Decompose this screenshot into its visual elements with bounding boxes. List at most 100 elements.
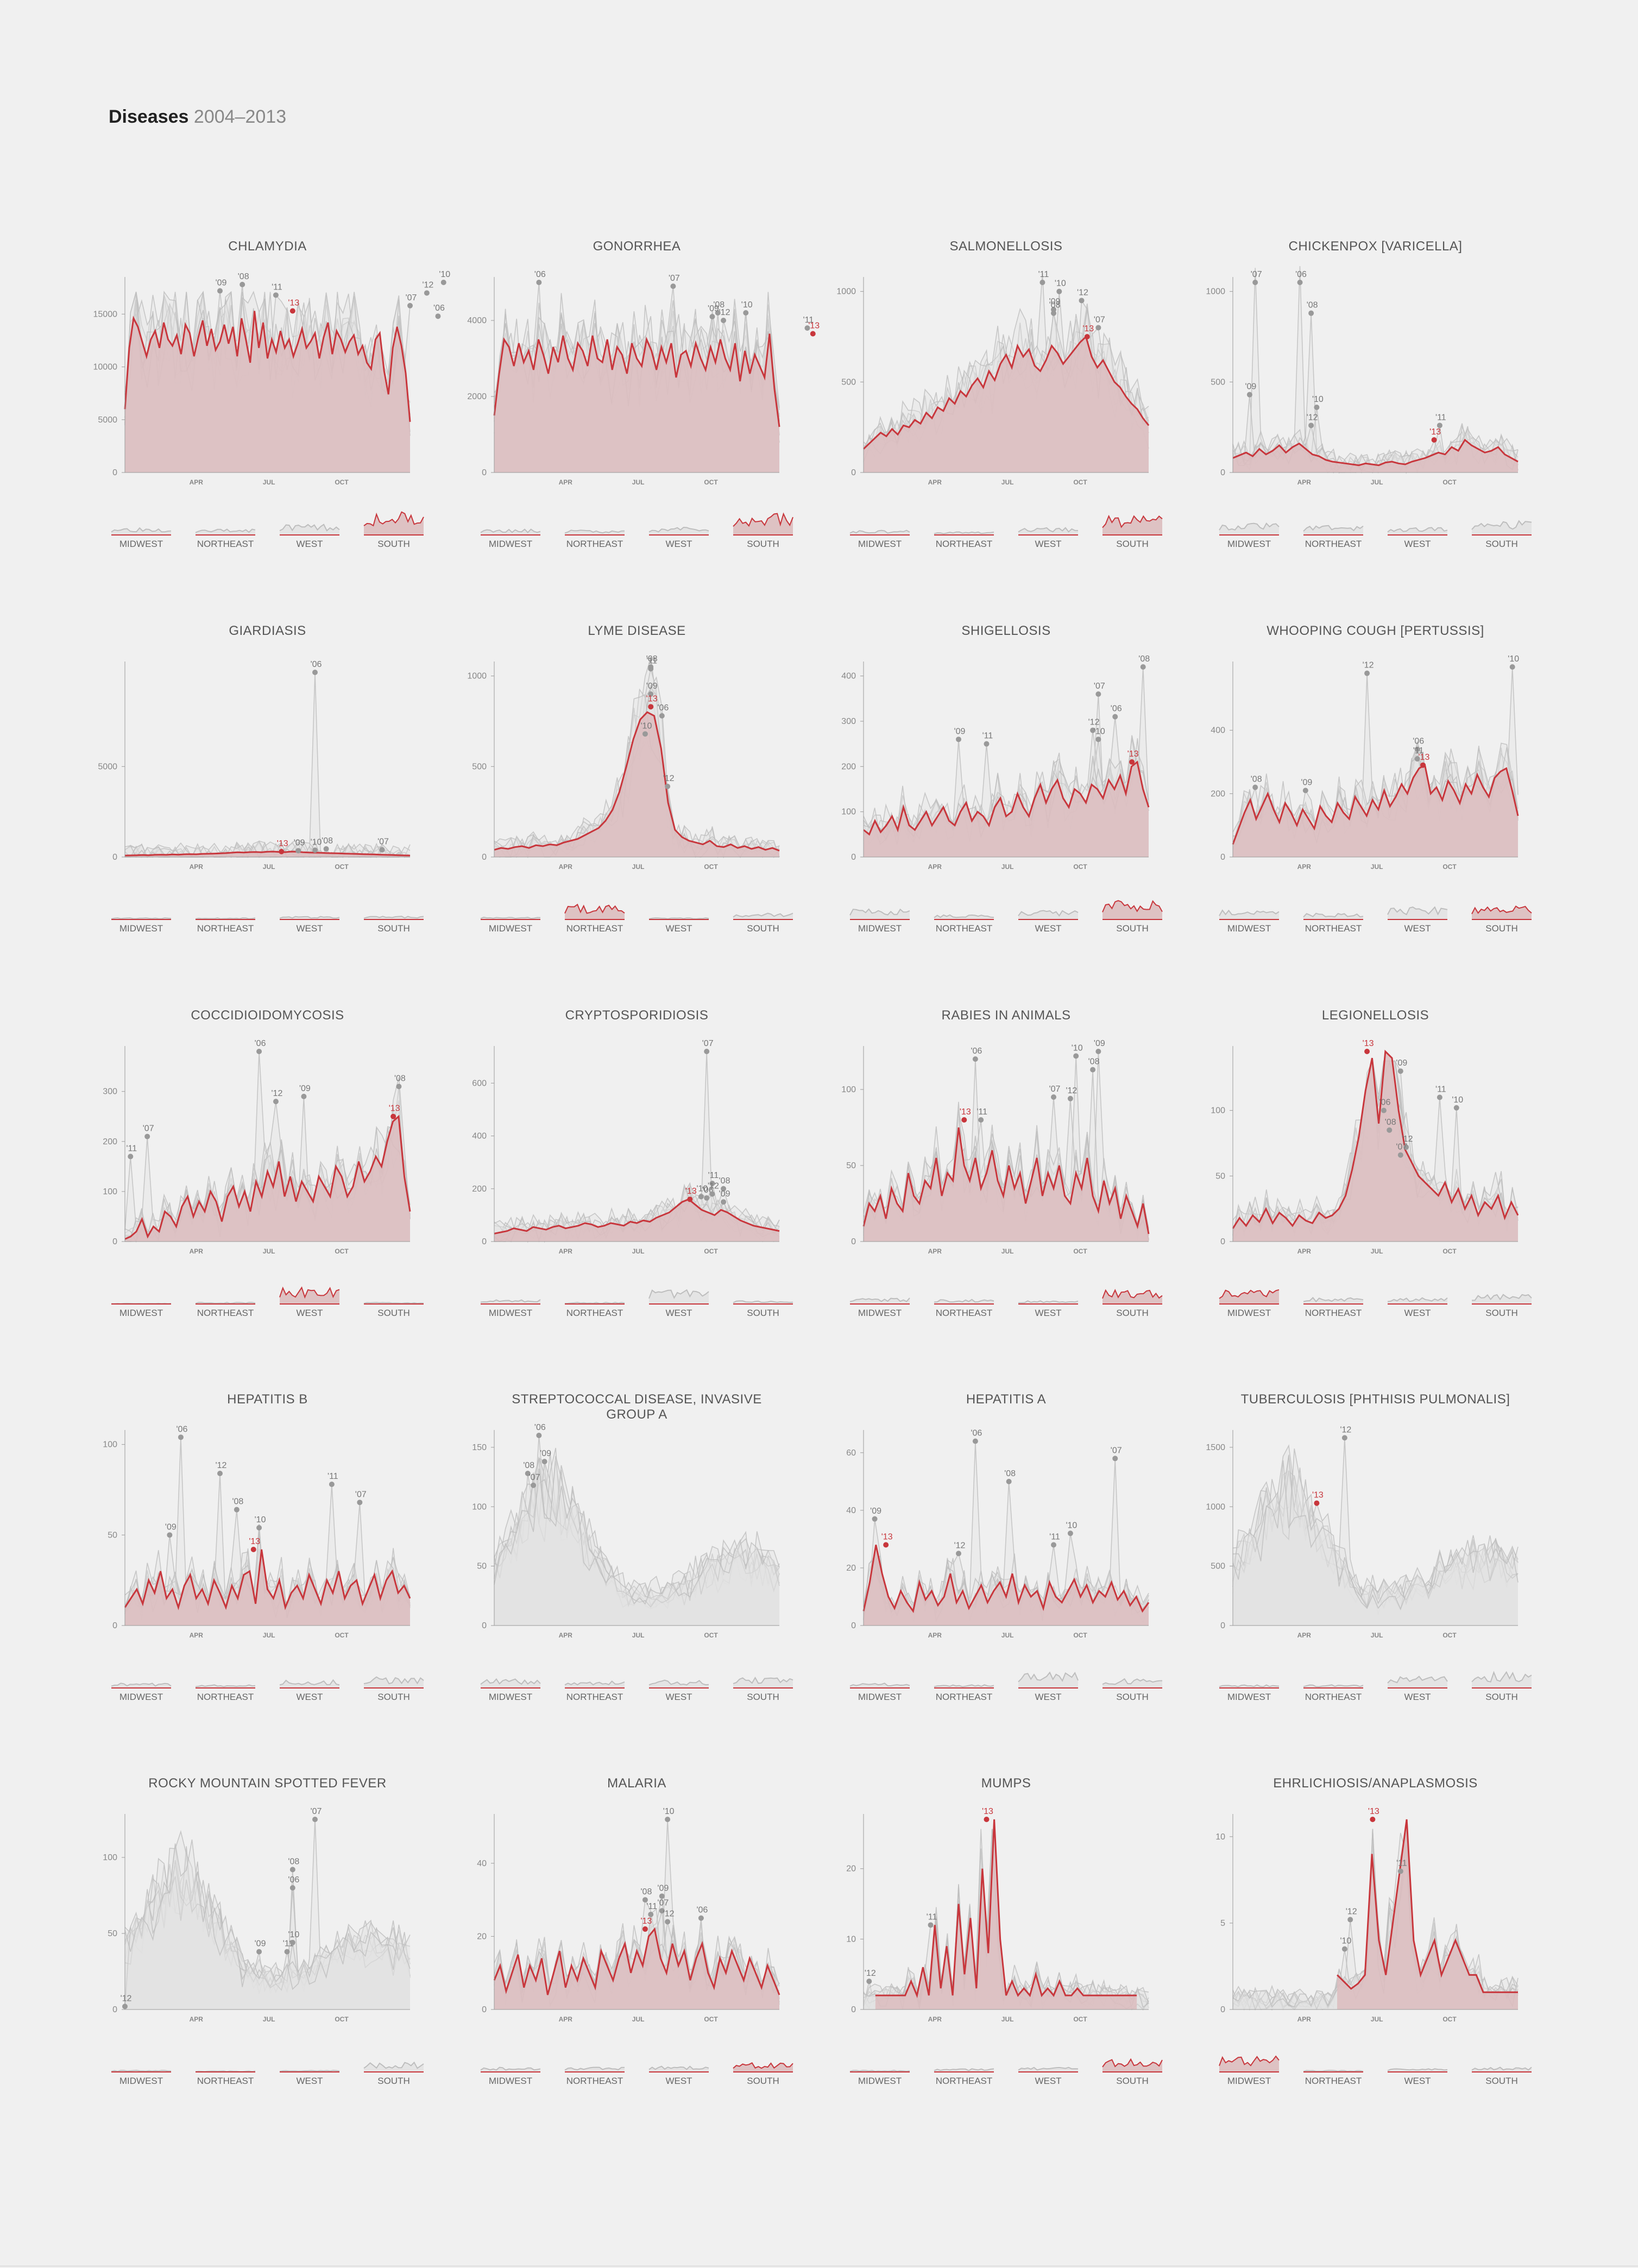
x-month-label: OCT <box>704 1631 718 1639</box>
chart-title: HEPATITIS B <box>227 1392 308 1407</box>
past-series-line <box>1232 1454 1519 1603</box>
y-tick-label: 200 <box>1211 789 1225 798</box>
peak-dot <box>1509 664 1515 670</box>
region-sparkline-line <box>363 2061 424 2069</box>
region-sparkline-line <box>1219 522 1280 531</box>
peak-dot <box>978 1117 984 1123</box>
peak-dot <box>1095 1049 1101 1054</box>
chart-title: SALMONELLOSIS <box>949 239 1063 254</box>
peak-year-label: '13 <box>1127 749 1139 759</box>
peak-year-label: '10 <box>1066 1521 1077 1530</box>
region-sparkline-line <box>279 916 340 919</box>
peak-year-label: '12 <box>954 1541 966 1550</box>
past-series-line <box>124 672 411 858</box>
chart-svg: 0 5000 10000 15000 APR JUL OCT '09 '08 '11 '13 '07 '… <box>93 270 451 549</box>
past-series-area <box>494 1461 779 1626</box>
chart-title: SHIGELLOSIS <box>961 623 1051 638</box>
region-label: SOUTH <box>1116 1692 1149 1702</box>
peak-year-label: '12 <box>216 1461 227 1470</box>
peak-year-label: '13 <box>1419 753 1430 762</box>
peak-year-label: '07 <box>143 1124 154 1133</box>
current-series-area <box>125 1116 410 1242</box>
peak-year-label: '11 <box>976 1107 987 1117</box>
peak-dot <box>1040 280 1045 285</box>
region-sparkline-line <box>363 511 424 527</box>
current-series-line <box>1232 438 1519 467</box>
past-series-area <box>1233 1456 1518 1626</box>
current-series-area <box>494 333 779 472</box>
region-sparkline-line <box>648 2065 709 2070</box>
peak-year-label: '07 <box>377 837 389 847</box>
past-series-line <box>124 1846 411 1993</box>
region-label: NORTHEAST <box>936 539 993 549</box>
peak-year-label: '13 <box>1363 1039 1374 1048</box>
chart-title: GONORRHEA <box>593 239 681 254</box>
current-series-line <box>493 1927 780 1995</box>
peak-year-label: '11 <box>708 1171 719 1180</box>
peak-year-label: '09 <box>294 838 305 847</box>
x-month-label: JUL <box>1001 478 1014 486</box>
peak-dot <box>872 1516 878 1522</box>
past-series-line <box>494 1457 780 1601</box>
peak-dot <box>659 713 665 719</box>
past-series-area <box>125 1846 410 2009</box>
chart-title: MUMPS <box>981 1776 1031 1791</box>
chart-title: ROCKY MOUNTAIN SPOTTED FEVER <box>148 1776 387 1791</box>
y-tick-label: 15000 <box>93 310 118 319</box>
x-month-label: APR <box>559 863 573 871</box>
chart-svg: 0 100 200 300 APR JUL OCT '06 '12 '09 '11 '07 '08 '13… <box>103 1039 424 1318</box>
current-series-line <box>862 1127 1150 1234</box>
x-month-label: APR <box>928 478 942 486</box>
peak-year-label: '11 <box>327 1472 338 1481</box>
y-tick-label: 40 <box>477 1859 487 1868</box>
region-sparkline-area <box>111 1683 171 1688</box>
peak-year-label: '08 <box>288 1857 299 1866</box>
region-label: MIDWEST <box>119 923 163 934</box>
x-month-label: APR <box>559 1248 573 1255</box>
peak-year-label: '08 <box>523 1461 534 1470</box>
peak-dot <box>648 1912 654 1917</box>
current-series-line <box>124 1114 411 1240</box>
region-label: SOUTH <box>1485 2076 1518 2086</box>
past-series-line <box>124 1876 411 2007</box>
peak-year-label: '12 <box>1346 1907 1357 1917</box>
peak-dot <box>1302 788 1308 793</box>
chart-title: CRYPTOSPORIDIOSIS <box>565 1008 709 1023</box>
region-sparkline-area <box>1472 906 1532 919</box>
region-label: NORTHEAST <box>1305 1692 1362 1702</box>
x-month-label: APR <box>190 1248 204 1255</box>
region-sparkline-line <box>1387 1297 1448 1302</box>
chart-panel: LEGIONELLOSIS 0 50 100 APR JUL OCT '13 '09 '06 '08… <box>1206 1008 1575 1345</box>
region-sparkline-line <box>1219 2055 1280 2067</box>
region-sparkline-line <box>934 1299 994 1303</box>
region-sparkline-line <box>934 2068 994 2071</box>
y-tick-label: 5000 <box>98 415 117 425</box>
y-tick-label: 4000 <box>467 316 487 325</box>
peak-dot <box>1431 437 1437 443</box>
peak-dot <box>1347 1917 1353 1923</box>
region-label: NORTHEAST <box>1305 2076 1362 2086</box>
x-month-label: OCT <box>1073 1248 1087 1255</box>
region-label: NORTHEAST <box>566 1692 623 1702</box>
region-sparkline-area <box>565 904 625 919</box>
current-series-area <box>494 1199 779 1242</box>
region-sparkline-line <box>733 2062 793 2069</box>
peak-year-label: '09 <box>165 1522 177 1532</box>
region-label: WEST <box>1404 2076 1431 2086</box>
x-month-label: APR <box>559 478 573 486</box>
region-sparkline-line <box>648 1289 709 1299</box>
y-tick-label: 100 <box>841 1085 856 1094</box>
region-sparkline-area <box>1219 910 1279 919</box>
x-month-label: OCT <box>704 478 718 486</box>
peak-year-label: '11 <box>1413 746 1424 755</box>
region-sparkline-area <box>1303 913 1363 919</box>
region-label: NORTHEAST <box>1305 1308 1362 1318</box>
region-label: MIDWEST <box>858 2076 902 2086</box>
current-series-area <box>864 762 1149 857</box>
region-sparkline-line <box>564 530 625 534</box>
chart-svg: 0 20 40 60 APR JUL OCT '06 '09 '13 '12 '08 '11 '10 '07… <box>846 1429 1163 1702</box>
current-series-area <box>125 311 410 472</box>
chart-title: LEGIONELLOSIS <box>1321 1008 1429 1023</box>
y-tick-label: 20 <box>846 1564 856 1573</box>
